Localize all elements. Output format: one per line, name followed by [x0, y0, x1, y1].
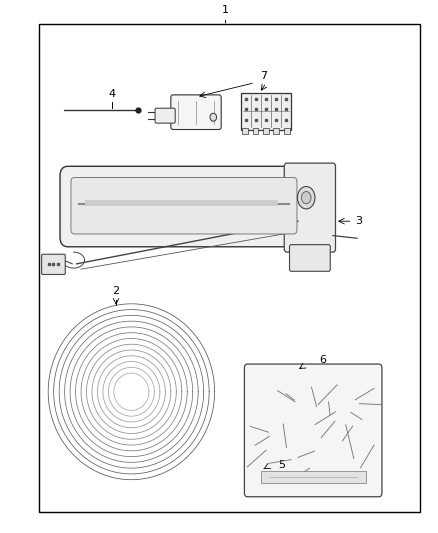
Bar — [85, 199, 278, 206]
Bar — [284, 128, 290, 134]
Bar — [273, 128, 279, 134]
FancyBboxPatch shape — [284, 163, 336, 252]
FancyBboxPatch shape — [42, 254, 65, 274]
Ellipse shape — [297, 187, 315, 209]
Text: 3: 3 — [355, 216, 362, 226]
Bar — [241, 93, 291, 130]
Bar — [253, 128, 258, 134]
FancyBboxPatch shape — [244, 364, 382, 497]
FancyBboxPatch shape — [290, 245, 330, 271]
Text: 6: 6 — [320, 355, 327, 365]
Ellipse shape — [301, 191, 311, 204]
FancyBboxPatch shape — [171, 95, 221, 130]
Bar — [39, 24, 420, 512]
Text: 5: 5 — [278, 460, 285, 470]
Bar — [242, 128, 248, 134]
Text: 4: 4 — [108, 88, 115, 99]
Text: 2: 2 — [113, 286, 120, 296]
Text: 7: 7 — [260, 71, 267, 81]
Text: 1: 1 — [222, 5, 229, 15]
FancyBboxPatch shape — [71, 177, 297, 234]
Bar — [261, 471, 366, 483]
FancyBboxPatch shape — [155, 108, 175, 123]
FancyBboxPatch shape — [60, 166, 308, 247]
Bar — [263, 128, 269, 134]
Ellipse shape — [210, 114, 216, 122]
